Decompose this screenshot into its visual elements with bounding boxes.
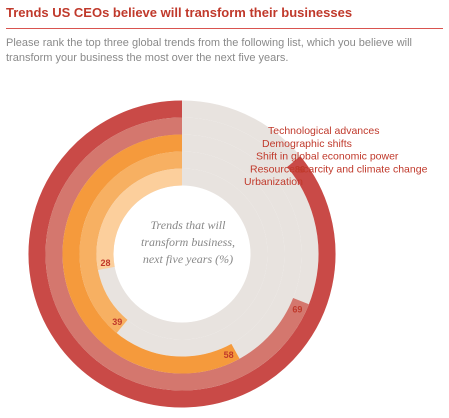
value-label-demographic-shifts: 69 [292, 304, 302, 314]
bar-demographic-shifts [45, 117, 309, 391]
value-label-urbanization: 28 [100, 258, 110, 268]
chart-subtitle: Please rank the top three global trends … [6, 37, 412, 64]
value-label-resource-scarcity-and-climate-change: 39 [112, 317, 122, 327]
legend-label-shift-in-global-economic-power: Shift in global economic power [256, 151, 399, 163]
center-label: Trends that will transform business, next … [141, 218, 235, 266]
title-divider [6, 28, 443, 29]
legend-label-resource-scarcity-and-climate-change: Resource scarcity and climate change [250, 163, 428, 175]
bar-urbanization [96, 168, 183, 271]
legend-label-demographic-shifts: Demographic shifts [262, 138, 352, 150]
bar-resource-scarcity-and-climate-change [79, 151, 183, 333]
legend-label-urbanization: Urbanization [244, 176, 303, 188]
legend-label-technological-advances: Technological advances [268, 125, 380, 137]
value-label-shift-in-global-economic-power: 58 [224, 350, 234, 360]
bar-technological-advances [28, 100, 336, 408]
center-label-line: next five years (%) [143, 252, 233, 266]
value-label-technological-advances: 86 [295, 165, 305, 175]
center-label-line: Trends that will [151, 218, 227, 232]
bar-shift-in-global-economic-power [62, 134, 240, 374]
center-label-line: transform business, [141, 235, 235, 249]
chart-bars [28, 100, 336, 408]
chart-value-labels: 86 69 58 39 28 [100, 165, 304, 360]
chart-title: Trends US CEOs believe will transform th… [6, 5, 353, 20]
